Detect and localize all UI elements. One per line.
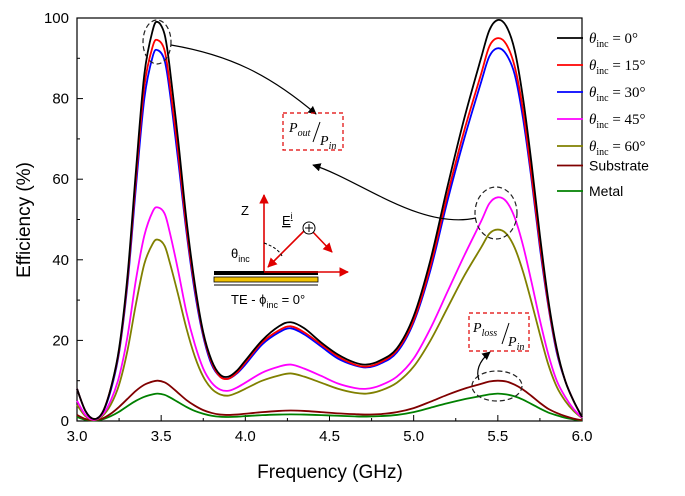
ploss-arrow (477, 351, 491, 381)
legend-entry: θinc = 15° (589, 58, 646, 77)
series-line-inc-30 (76, 47, 583, 420)
legend-entry: Metal (589, 183, 623, 199)
ploss-pin-annotation: Ploss Pin (468, 312, 530, 353)
y-tick-label: 100 (44, 10, 69, 27)
series-line-metal (76, 392, 583, 422)
pout-arrow-from-peak2 (312, 163, 477, 221)
y-tick-label: 60 (52, 171, 69, 188)
legend: θinc = 0° θinc = 15° θinc = 30° θinc = 45° θ… (557, 31, 649, 199)
inset-efield-arrow (310, 229, 333, 253)
peak1-highlight-ellipse (142, 19, 172, 65)
peak2-highlight-ellipse (474, 186, 518, 240)
inset-metal-layer (214, 271, 318, 275)
x-tick-label: 6.0 (572, 428, 593, 445)
legend-entry: Substrate (589, 158, 649, 174)
pout-arrow-from-peak1 (170, 44, 317, 115)
pout-pin-annotation: Pout Pin (282, 112, 344, 152)
y-tick-label: 80 (52, 91, 69, 108)
x-axis-label: Frequency (GHz) (257, 462, 403, 483)
x-tick-label: 4.0 (235, 428, 256, 445)
inset-z-label: Z (241, 203, 249, 218)
inset-substrate-layer (213, 276, 319, 283)
series-line-inc-15 (76, 37, 583, 420)
x-tick-label: 3.5 (151, 428, 172, 445)
series-line-substrate (76, 379, 583, 422)
svg-text:Pin: Pin (319, 134, 336, 152)
legend-entry: θinc = 30° (589, 85, 646, 104)
inset-mode-label: TE - ϕinc = 0° (231, 292, 305, 310)
y-axis-label: Efficiency (%) (14, 162, 35, 278)
x-tick-label: 3.0 (67, 428, 88, 445)
series-lines (76, 18, 583, 422)
y-tick-label: 40 (52, 252, 69, 269)
y-tick-label: 0 (61, 413, 69, 430)
x-tick-label: 4.5 (319, 428, 340, 445)
inset-angle-arc (263, 242, 283, 257)
legend-entry: θinc = 45° (589, 112, 646, 131)
series-line-inc-60 (76, 228, 583, 421)
inset-theta-label: θinc (231, 246, 250, 264)
legend-entry: θinc = 0° (589, 31, 638, 50)
svg-text:Ploss: Ploss (472, 321, 497, 339)
x-tick-label: 5.0 (403, 428, 424, 445)
inset-incident-arrow (267, 227, 308, 268)
y-tick-label: 20 (52, 332, 69, 349)
series-line-inc-0 (76, 18, 583, 420)
series-line-inc-45 (76, 196, 583, 421)
x-tick-label: 5.5 (487, 428, 508, 445)
loss-peak-highlight-ellipse (471, 370, 523, 402)
svg-text:Pout: Pout (288, 121, 311, 139)
legend-entry: θinc = 60° (589, 139, 646, 158)
axis-ticks: 3.0 3.5 4.0 4.5 5.0 5.5 6.0 0 20 40 60 80 100 (44, 10, 592, 445)
inset-e-label: Ei (282, 211, 293, 228)
svg-text:Pin: Pin (507, 335, 524, 353)
incidence-inset-diagram: Z Ei θinc TE - ϕinc = 0° (213, 194, 349, 310)
plot-frame (76, 17, 583, 422)
